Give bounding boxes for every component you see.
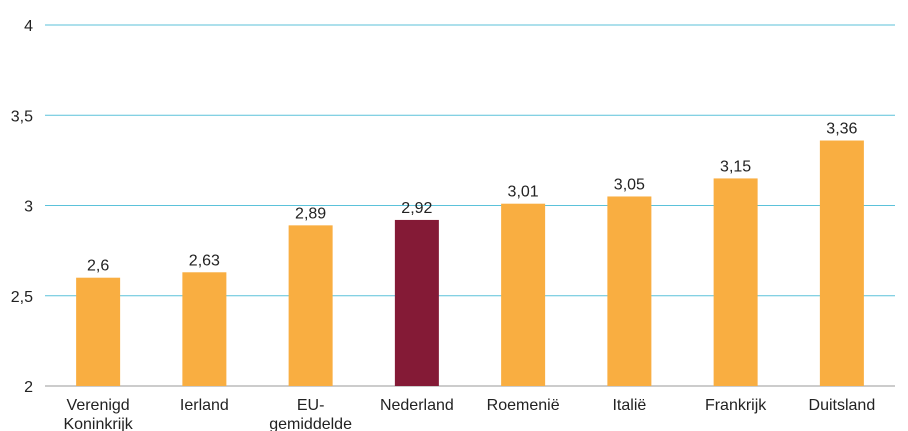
y-tick-label: 3,5: [11, 108, 33, 125]
bar: [76, 277, 121, 386]
y-tick-label: 3: [24, 199, 33, 216]
y-axis-ticks: 2 2,5 3 3,5 4: [11, 18, 33, 396]
x-tick-label: EU-gemiddelde: [269, 397, 352, 431]
bar: [501, 203, 546, 386]
bar: [394, 219, 439, 386]
bar: [607, 196, 652, 386]
x-tick-label: Nederland: [380, 397, 454, 414]
data-label: 2,92: [401, 200, 432, 217]
bar: [713, 178, 758, 386]
y-tick-label: 2,5: [11, 289, 33, 306]
data-label: 3,36: [826, 121, 857, 138]
data-label: 3,15: [720, 158, 751, 175]
x-tick-label: Duitsland: [809, 397, 876, 414]
data-label: 2,6: [87, 258, 109, 275]
data-label: 2,63: [189, 252, 220, 269]
x-tick-label: Italië: [612, 397, 646, 414]
y-tick-label: 4: [24, 18, 33, 35]
value-labels: 2,6 2,63 2,89 2,92 3,01 3,05 3,15 3,36: [87, 121, 858, 275]
data-label: 3,05: [614, 176, 645, 193]
gridlines: [45, 24, 895, 387]
data-label: 2,89: [295, 205, 326, 222]
x-tick-label: Ierland: [180, 397, 229, 414]
bars: [76, 140, 864, 386]
x-tick-label: Verenigd Koninkrijk: [63, 397, 133, 431]
y-tick-label: 2: [24, 379, 33, 396]
bar: [288, 225, 333, 386]
bar: [819, 140, 864, 386]
data-label: 3,01: [508, 184, 539, 201]
x-tick-label: Roemenië: [487, 397, 560, 414]
category-labels: Verenigd Koninkrijk Ierland EU-gemiddelde Ne…: [63, 397, 875, 431]
bar: [182, 272, 227, 386]
x-tick-label: Frankrijk: [705, 397, 767, 414]
